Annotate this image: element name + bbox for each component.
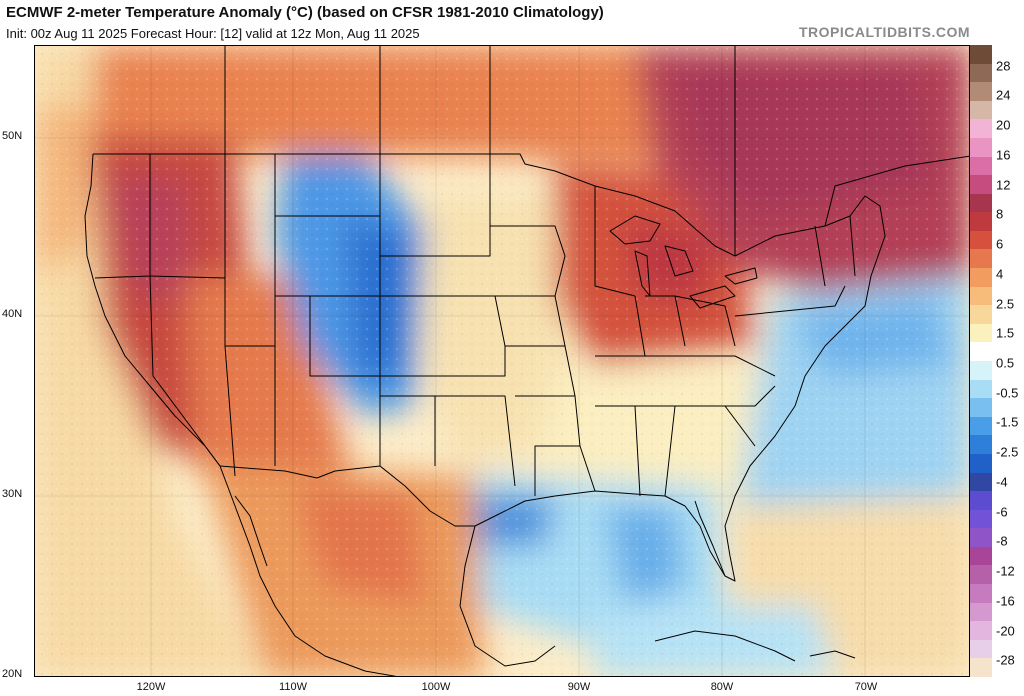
colorbar-swatch [970, 193, 992, 213]
lat-label: 20N [2, 668, 23, 680]
map-canvas [35, 46, 969, 676]
lon-label: 100W [421, 681, 451, 693]
colorbar-label: 12 [996, 177, 1011, 193]
colorbar-label: -12 [996, 563, 1015, 579]
colorbar-swatch [970, 305, 992, 325]
colorbar-swatch [970, 268, 992, 288]
colorbar-label: 24 [996, 87, 1011, 103]
colorbar-swatch [970, 453, 992, 474]
colorbar-label: -6 [996, 504, 1008, 520]
colorbar-label: 16 [996, 147, 1011, 163]
anomaly-map [34, 45, 970, 677]
colorbar-label: 0.5 [996, 355, 1015, 371]
map-subtitle: Init: 00z Aug 11 2025 Forecast Hour: [12… [6, 26, 420, 41]
colorbar-swatch [970, 565, 992, 585]
lon-label: 110W [279, 681, 307, 693]
colorbar-label: -8 [996, 533, 1008, 549]
colorbar-swatch [970, 212, 992, 232]
colorbar-swatch [970, 621, 992, 641]
lon-label: 70W [854, 681, 878, 693]
colorbar-label: -2.5 [996, 444, 1019, 460]
colorbar-swatch [970, 286, 992, 306]
colorbar-swatch [970, 63, 992, 83]
colorbar-label: 6 [996, 236, 1004, 252]
colorbar-label: 1.5 [996, 325, 1015, 341]
brand-watermark: TROPICALTIDBITS.COM [798, 24, 970, 40]
colorbar-swatch [970, 230, 992, 250]
colorbar-swatch [970, 137, 992, 158]
colorbar-swatch [970, 491, 992, 511]
colorbar-swatch [970, 249, 992, 269]
lon-label: 90W [567, 681, 591, 693]
colorbar-label: 28 [996, 58, 1011, 74]
colorbar-label: -28 [996, 652, 1015, 668]
colorbar-swatch [970, 546, 992, 566]
colorbar-swatch [970, 361, 992, 381]
colorbar-swatch [970, 342, 992, 362]
colorbar-label: -0.5 [996, 385, 1019, 401]
colorbar-swatch [970, 658, 992, 678]
colorbar-label: 4 [996, 266, 1004, 282]
colorbar-label: -4 [996, 474, 1008, 490]
colorbar-swatch [970, 156, 992, 176]
map-title: ECMWF 2-meter Temperature Anomaly (°C) (… [6, 4, 604, 21]
colorbar-label: -16 [996, 593, 1015, 609]
colorbar: 28 24 20 16 12 8 6 4 2.5 1.5 0.5 -0.5 -1.5 -2.5 -4 -6 -8… [970, 45, 1024, 678]
colorbar-swatch [970, 584, 992, 604]
lon-label: 80W [710, 681, 734, 693]
colorbar-swatch [970, 379, 992, 399]
colorbar-swatch [970, 323, 992, 343]
lat-label: 50N [2, 130, 23, 142]
colorbar-label: 8 [996, 206, 1004, 222]
colorbar-label: -1.5 [996, 414, 1019, 430]
lat-label: 40N [2, 308, 23, 320]
colorbar-swatch [970, 82, 992, 102]
colorbar-swatch [970, 639, 992, 659]
colorbar-swatch [970, 45, 992, 65]
colorbar-label: 2.5 [996, 296, 1015, 312]
colorbar-swatch [970, 528, 992, 548]
colorbar-label: 20 [996, 117, 1011, 133]
colorbar-label: -20 [996, 623, 1015, 639]
colorbar-swatch [970, 398, 992, 418]
colorbar-swatch [970, 472, 992, 492]
lon-label: 120W [136, 681, 166, 693]
colorbar-swatch [970, 175, 992, 195]
political-borders [84, 46, 969, 676]
colorbar-swatch [970, 435, 992, 455]
colorbar-swatch [970, 100, 992, 120]
colorbar-swatch [970, 119, 992, 139]
colorbar-swatch [970, 602, 992, 622]
texture-overlay [35, 46, 969, 676]
graticule [35, 46, 969, 676]
colorbar-swatch [970, 509, 992, 529]
colorbar-swatch [970, 416, 992, 436]
lat-label: 30N [2, 488, 23, 500]
